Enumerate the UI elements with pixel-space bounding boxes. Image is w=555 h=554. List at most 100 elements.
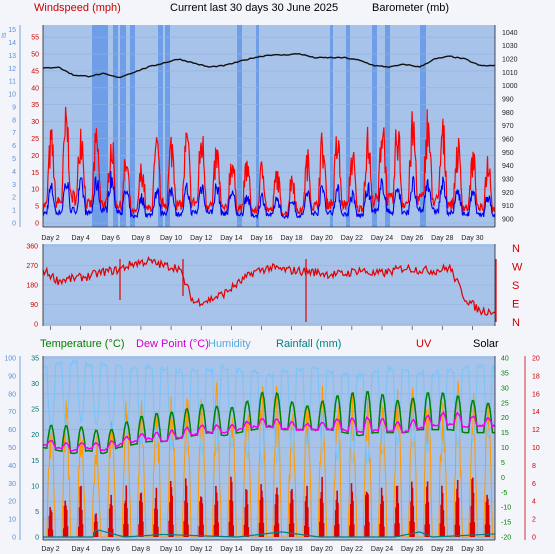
wind-highlight-band-0 bbox=[92, 25, 100, 227]
rain-tick-2: 10 bbox=[31, 483, 39, 490]
outer-tick-0: 0 bbox=[12, 221, 16, 228]
outer-axis-label: Is bbox=[1, 32, 8, 38]
deg-tick-3: 270 bbox=[26, 263, 38, 270]
temp-tick-0: -20 bbox=[501, 535, 511, 542]
wind-highlight-band-10 bbox=[346, 25, 350, 227]
outer-tick-4: 4 bbox=[12, 169, 16, 176]
outer-tick-5: 5 bbox=[12, 156, 16, 163]
temp-xtick-1: Day 4 bbox=[72, 546, 90, 553]
temp-xtick-0: Day 2 bbox=[41, 546, 59, 553]
windspeed-heading: Windspeed (mph) bbox=[34, 2, 121, 14]
hum-tick-1: 10 bbox=[8, 517, 16, 524]
wind-plot bbox=[42, 25, 496, 227]
wind-highlight-band-2 bbox=[113, 25, 118, 227]
uv-tick-0: 0 bbox=[532, 535, 536, 542]
mph-tick-0: 0 bbox=[35, 221, 39, 228]
uv-tick-6: 12 bbox=[532, 427, 540, 434]
hum-tick-3: 30 bbox=[8, 481, 16, 488]
wind-xtick-9: Day 20 bbox=[311, 235, 333, 242]
rain-tick-0: 0 bbox=[35, 535, 39, 542]
wind-xtick-13: Day 28 bbox=[431, 235, 453, 242]
dewpoint-heading: Dew Point (°C) bbox=[136, 338, 209, 350]
direction-plot bbox=[42, 245, 497, 325]
temp-tick-2: -10 bbox=[501, 505, 511, 512]
chart-title: Current last 30 days 30 June 2025 bbox=[170, 2, 338, 14]
mb-tick-9: 990 bbox=[502, 97, 514, 104]
wind-xtick-6: Day 14 bbox=[220, 235, 242, 242]
compass-2: S bbox=[512, 280, 519, 292]
temp-tick-6: 10 bbox=[501, 445, 509, 452]
mph-tick-10: 50 bbox=[31, 52, 39, 59]
outer-tick-3: 3 bbox=[12, 182, 16, 189]
outer-tick-9: 9 bbox=[12, 104, 16, 111]
deg-tick-0: 0 bbox=[34, 322, 38, 329]
barometer-heading: Barometer (mb) bbox=[372, 2, 449, 14]
mb-tick-13: 1030 bbox=[502, 43, 518, 50]
temp-tick-7: 15 bbox=[501, 430, 509, 437]
temp-tick-11: 35 bbox=[501, 370, 509, 377]
solar-heading: Solar bbox=[473, 338, 499, 350]
hum-tick-9: 90 bbox=[8, 373, 16, 380]
outer-tick-1: 1 bbox=[12, 208, 16, 215]
mb-tick-2: 920 bbox=[502, 190, 514, 197]
mph-tick-6: 30 bbox=[31, 119, 39, 126]
mb-tick-4: 940 bbox=[502, 163, 514, 170]
deg-tick-4: 360 bbox=[26, 244, 38, 251]
uv-tick-1: 2 bbox=[532, 517, 536, 524]
rain-tick-3: 15 bbox=[31, 458, 39, 465]
wind-xtick-7: Day 16 bbox=[250, 235, 272, 242]
outer-tick-2: 2 bbox=[12, 195, 16, 202]
temp-tick-9: 25 bbox=[501, 400, 509, 407]
temp-xtick-7: Day 16 bbox=[250, 546, 272, 553]
hum-tick-6: 60 bbox=[8, 427, 16, 434]
rain-tick-1: 5 bbox=[35, 509, 39, 516]
mb-tick-5: 950 bbox=[502, 150, 514, 157]
windspeed-line bbox=[42, 170, 496, 220]
rainfall-heading: Rainfall (mm) bbox=[276, 338, 341, 350]
wind-xtick-0: Day 2 bbox=[41, 235, 59, 242]
outer-tick-6: 6 bbox=[12, 143, 16, 150]
deg-tick-2: 180 bbox=[26, 283, 38, 290]
mb-tick-1: 910 bbox=[502, 203, 514, 210]
hum-tick-8: 80 bbox=[8, 391, 16, 398]
temp-xtick-9: Day 20 bbox=[311, 546, 333, 553]
wind-highlight-band-12 bbox=[385, 25, 390, 227]
outer-tick-14: 14 bbox=[8, 40, 16, 47]
humidity-line bbox=[42, 357, 496, 470]
mb-tick-6: 960 bbox=[502, 137, 514, 144]
wind-xtick-11: Day 24 bbox=[371, 235, 393, 242]
wind-xtick-14: Day 30 bbox=[461, 235, 483, 242]
wind-highlight-band-11 bbox=[372, 25, 377, 227]
wind-highlight-band-3 bbox=[120, 25, 126, 227]
mph-tick-11: 55 bbox=[31, 35, 39, 42]
direction-line bbox=[42, 256, 496, 316]
axes: 0510152025303540455055012345678910111213… bbox=[1, 25, 540, 553]
temp-tick-5: 5 bbox=[501, 460, 505, 467]
solar-line bbox=[43, 380, 495, 538]
wind-highlight-band-9 bbox=[330, 25, 333, 227]
compass-1: W bbox=[512, 262, 523, 274]
compass-3: E bbox=[512, 299, 519, 311]
mb-tick-10: 1000 bbox=[502, 83, 518, 90]
temp-xtick-14: Day 30 bbox=[461, 546, 483, 553]
mph-tick-7: 35 bbox=[31, 102, 39, 109]
temp-xtick-8: Day 18 bbox=[281, 546, 303, 553]
deg-tick-1: 90 bbox=[30, 302, 38, 309]
mb-tick-8: 980 bbox=[502, 110, 514, 117]
outer-tick-7: 7 bbox=[12, 130, 16, 137]
temp-xtick-2: Day 6 bbox=[102, 546, 120, 553]
barometer-line bbox=[42, 52, 496, 79]
temp-tick-4: 0 bbox=[501, 475, 505, 482]
temp-xtick-5: Day 12 bbox=[190, 546, 212, 553]
mb-tick-12: 1020 bbox=[502, 57, 518, 64]
wind-xtick-1: Day 4 bbox=[72, 235, 90, 242]
hum-tick-2: 20 bbox=[8, 499, 16, 506]
wind-xtick-2: Day 6 bbox=[102, 235, 120, 242]
rain-tick-4: 20 bbox=[31, 432, 39, 439]
temp-tick-3: -5 bbox=[501, 490, 507, 497]
wind-xtick-3: Day 8 bbox=[132, 235, 150, 242]
temp-xtick-3: Day 8 bbox=[132, 546, 150, 553]
outer-tick-15: 15 bbox=[8, 27, 16, 34]
hum-tick-10: 100 bbox=[4, 356, 16, 363]
temp-xtick-6: Day 14 bbox=[220, 546, 242, 553]
